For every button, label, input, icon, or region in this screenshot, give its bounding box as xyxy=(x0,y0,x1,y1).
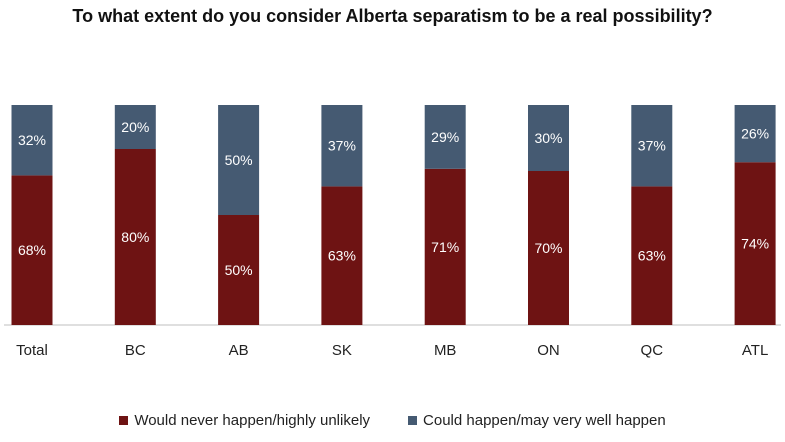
data-label-atl-could: 26% xyxy=(741,126,769,142)
bar-qc-could xyxy=(631,105,673,187)
bar-bc-never xyxy=(114,149,156,325)
data-label-qc-could: 37% xyxy=(638,138,666,154)
bar-ab-never xyxy=(218,215,260,325)
bar-sk-could xyxy=(321,105,363,187)
legend: Would never happen/highly unlikely Could… xyxy=(0,412,785,429)
data-label-qc-never: 63% xyxy=(638,248,666,264)
bar-total-never xyxy=(11,175,53,325)
legend-swatch-could xyxy=(408,416,418,425)
legend-label-never: Would never happen/highly unlikely xyxy=(134,412,371,429)
data-label-mb-could: 29% xyxy=(431,129,459,145)
data-label-on-could: 30% xyxy=(534,130,562,146)
bar-bc-could xyxy=(114,105,156,149)
bar-on-could xyxy=(528,105,569,171)
bar-qc-never xyxy=(631,186,673,325)
x-tick-label-total: Total xyxy=(16,342,48,359)
x-tick-label-qc: QC xyxy=(641,342,664,359)
data-label-total-could: 32% xyxy=(18,132,46,148)
x-tick-label-bc: BC xyxy=(125,342,146,359)
data-label-sk-could: 37% xyxy=(328,138,356,154)
x-tick-label-on: ON xyxy=(537,342,560,359)
legend-swatch-never xyxy=(119,416,129,425)
data-label-on-never: 70% xyxy=(534,240,562,256)
data-label-atl-never: 74% xyxy=(741,236,769,252)
x-tick-label-sk: SK xyxy=(332,342,352,359)
bar-atl-never xyxy=(734,162,776,325)
bar-total-could xyxy=(11,105,53,176)
bar-on-never xyxy=(528,171,569,325)
bar-atl-could xyxy=(734,105,776,163)
data-label-bc-could: 20% xyxy=(121,119,149,135)
chart-title: To what extent do you consider Alberta s… xyxy=(72,6,713,26)
bar-ab-could xyxy=(218,105,260,215)
legend-item-never: Would never happen/highly unlikely xyxy=(119,412,370,429)
x-tick-label-atl: ATL xyxy=(742,342,768,359)
data-label-mb-never: 71% xyxy=(431,239,459,255)
bar-sk-never xyxy=(321,186,363,325)
legend-item-could: Could happen/may very well happen xyxy=(408,412,666,429)
legend-label-could: Could happen/may very well happen xyxy=(423,412,666,429)
data-label-total-never: 68% xyxy=(18,242,46,258)
data-label-ab-never: 50% xyxy=(225,262,253,278)
data-label-ab-could: 50% xyxy=(225,152,253,168)
x-tick-label-ab: AB xyxy=(229,342,249,359)
bar-mb-could xyxy=(424,105,466,169)
data-label-sk-never: 63% xyxy=(328,248,356,264)
data-label-bc-never: 80% xyxy=(121,229,149,245)
bar-mb-never xyxy=(424,168,466,325)
x-tick-label-mb: MB xyxy=(434,342,457,359)
